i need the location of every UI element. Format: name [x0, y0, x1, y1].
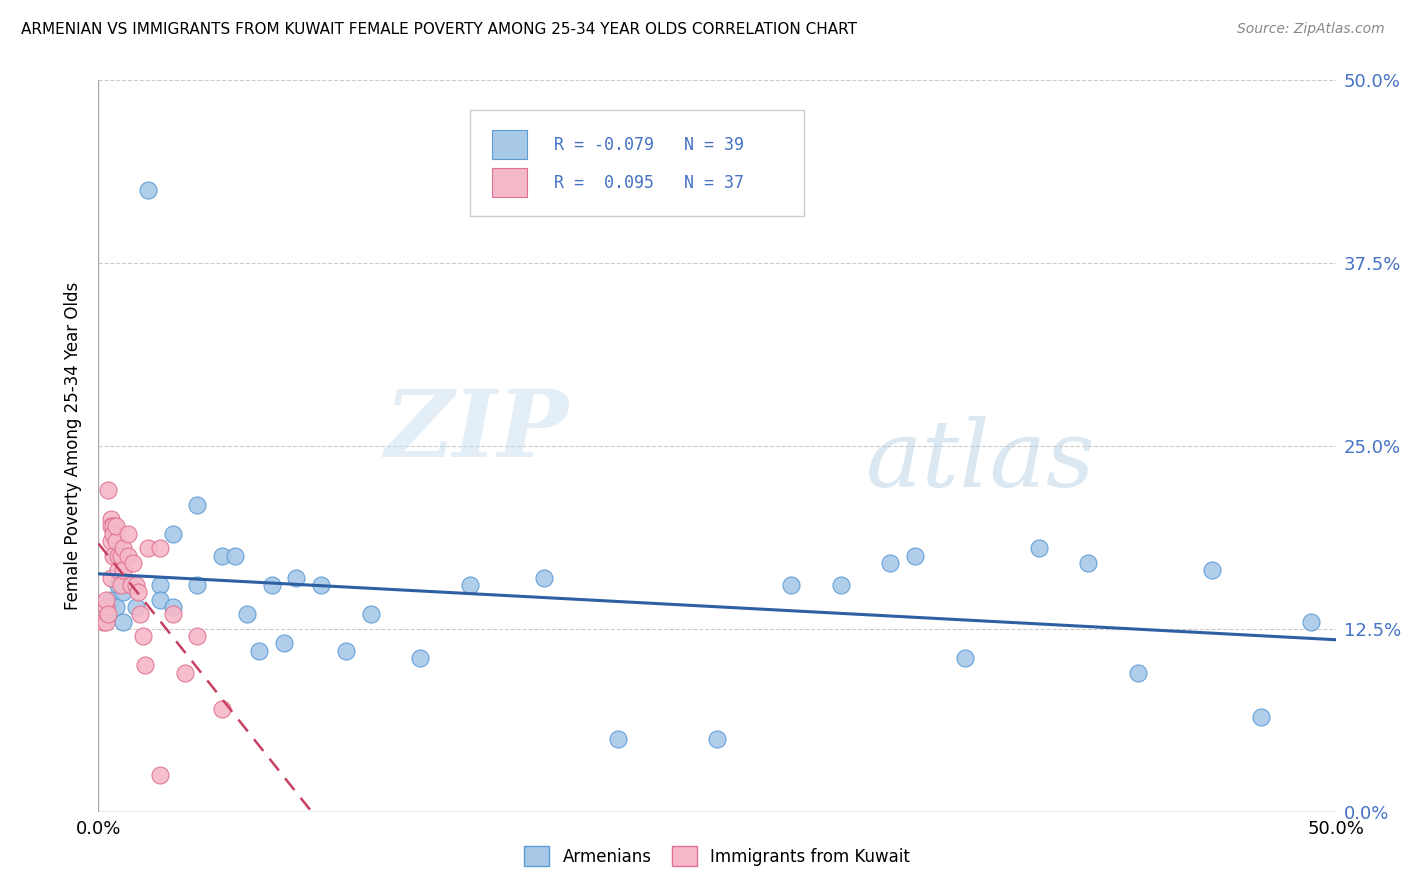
Text: ARMENIAN VS IMMIGRANTS FROM KUWAIT FEMALE POVERTY AMONG 25-34 YEAR OLDS CORRELAT: ARMENIAN VS IMMIGRANTS FROM KUWAIT FEMAL… — [21, 22, 858, 37]
Point — [112, 615, 135, 629]
Point — [409, 651, 432, 665]
Point — [104, 599, 127, 614]
Point — [1126, 665, 1149, 680]
Point — [224, 549, 246, 563]
Point — [236, 607, 259, 622]
Point — [107, 563, 129, 577]
Point — [107, 549, 129, 563]
Text: Source: ZipAtlas.com: Source: ZipAtlas.com — [1237, 22, 1385, 37]
Point — [94, 615, 117, 629]
Point — [94, 599, 117, 614]
Point — [186, 629, 208, 643]
Point — [953, 651, 976, 665]
Y-axis label: Female Poverty Among 25-34 Year Olds: Female Poverty Among 25-34 Year Olds — [65, 282, 83, 610]
Point — [186, 578, 208, 592]
Point — [100, 534, 122, 549]
Point — [97, 607, 120, 622]
Point — [100, 519, 122, 533]
Point — [830, 578, 852, 592]
Point — [100, 592, 122, 607]
Point — [174, 665, 197, 680]
Text: ZIP: ZIP — [384, 386, 568, 476]
Point — [132, 629, 155, 643]
Point — [110, 578, 132, 592]
Legend: Armenians, Immigrants from Kuwait: Armenians, Immigrants from Kuwait — [517, 839, 917, 873]
Point — [110, 549, 132, 563]
Point — [1077, 556, 1099, 570]
Point — [1299, 615, 1322, 629]
Point — [136, 541, 159, 556]
Point — [127, 585, 149, 599]
Point — [103, 526, 125, 541]
Point — [1250, 709, 1272, 723]
Point — [94, 592, 117, 607]
Point — [186, 498, 208, 512]
Point — [162, 526, 184, 541]
Point — [260, 578, 283, 592]
Point — [107, 578, 129, 592]
Point — [134, 658, 156, 673]
Point — [780, 578, 803, 592]
Point — [117, 526, 139, 541]
Point — [112, 585, 135, 599]
Point — [136, 183, 159, 197]
Text: R =  0.095   N = 37: R = 0.095 N = 37 — [554, 174, 744, 192]
Point — [149, 578, 172, 592]
Point — [162, 599, 184, 614]
Point — [211, 549, 233, 563]
Point — [124, 599, 146, 614]
Point — [533, 571, 555, 585]
Point — [149, 592, 172, 607]
Text: R = -0.079   N = 39: R = -0.079 N = 39 — [554, 136, 744, 153]
Point — [112, 541, 135, 556]
Point — [335, 644, 357, 658]
Point — [1028, 541, 1050, 556]
Bar — [492, 168, 526, 197]
Point — [103, 519, 125, 533]
FancyBboxPatch shape — [470, 110, 804, 216]
Point — [122, 556, 145, 570]
Point — [112, 563, 135, 577]
Point — [104, 534, 127, 549]
Point — [360, 607, 382, 622]
Point — [285, 571, 308, 585]
Bar — [492, 130, 526, 160]
Point — [458, 578, 481, 592]
Point — [97, 483, 120, 497]
Point — [100, 571, 122, 585]
Point — [93, 615, 115, 629]
Point — [103, 549, 125, 563]
Point — [117, 549, 139, 563]
Point — [211, 702, 233, 716]
Point — [309, 578, 332, 592]
Point — [129, 607, 152, 622]
Point — [879, 556, 901, 570]
Point — [1201, 563, 1223, 577]
Point — [247, 644, 270, 658]
Point — [149, 768, 172, 782]
Point — [124, 578, 146, 592]
Point — [162, 607, 184, 622]
Point — [607, 731, 630, 746]
Point — [273, 636, 295, 650]
Point — [104, 519, 127, 533]
Point — [100, 512, 122, 526]
Text: atlas: atlas — [866, 416, 1095, 506]
Point — [120, 578, 142, 592]
Point — [706, 731, 728, 746]
Point — [904, 549, 927, 563]
Point — [149, 541, 172, 556]
